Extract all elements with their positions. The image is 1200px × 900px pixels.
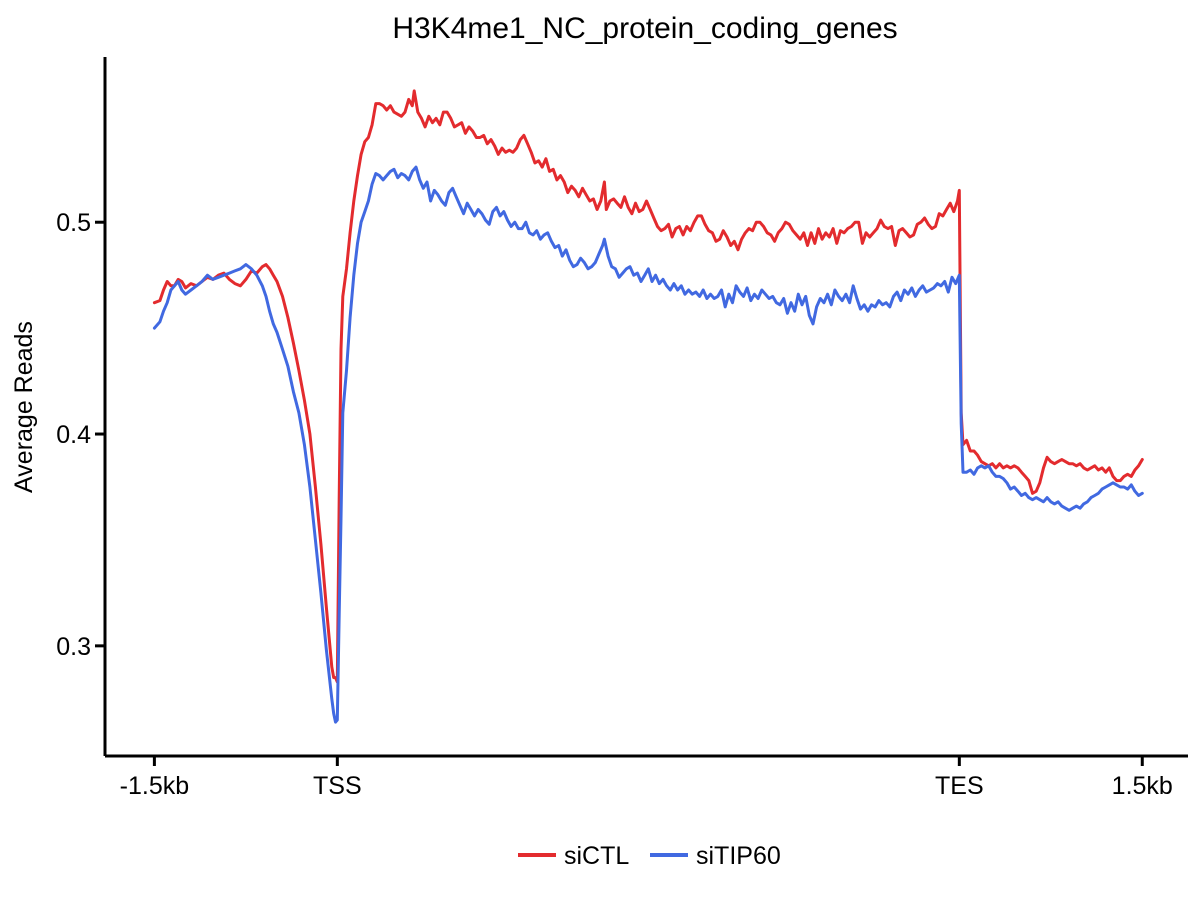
x-ticks: -1.5kb TSS TES 1.5kb xyxy=(120,756,1173,800)
legend: siCTL siTIP60 xyxy=(518,842,781,870)
x-tick-label: -1.5kb xyxy=(120,772,189,800)
y-axis-label: Average Reads xyxy=(10,321,38,493)
series-line-siCTL xyxy=(152,89,1144,684)
series-line-siTIP60 xyxy=(152,165,1144,724)
series-layer xyxy=(152,89,1144,724)
legend-label-siTIP60: siTIP60 xyxy=(696,842,781,870)
y-tick-label: 0.3 xyxy=(56,633,91,661)
y-tick-label: 0.5 xyxy=(56,209,91,237)
x-tick-label: 1.5kb xyxy=(1112,772,1173,800)
chart-title: H3K4me1_NC_protein_coding_genes xyxy=(392,12,897,45)
x-tick-label: TES xyxy=(935,772,984,800)
legend-label-siCTL: siCTL xyxy=(564,842,629,870)
y-tick-label: 0.4 xyxy=(56,421,91,449)
y-ticks: 0.3 0.4 0.5 xyxy=(56,209,105,661)
x-tick-label: TSS xyxy=(313,772,362,800)
